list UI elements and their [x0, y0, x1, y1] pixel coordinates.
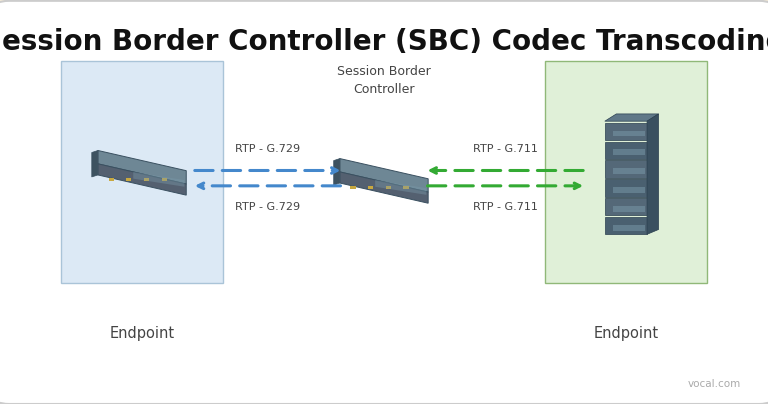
Polygon shape — [350, 186, 356, 189]
Polygon shape — [134, 172, 184, 187]
Polygon shape — [613, 225, 645, 231]
Polygon shape — [339, 172, 428, 203]
Polygon shape — [604, 114, 658, 121]
Text: Session Border Controller (SBC) Codec Transcoding: Session Border Controller (SBC) Codec Tr… — [0, 28, 768, 57]
Polygon shape — [98, 164, 186, 195]
Polygon shape — [604, 160, 647, 178]
Polygon shape — [386, 186, 391, 189]
Polygon shape — [604, 141, 647, 159]
Polygon shape — [144, 178, 149, 181]
Text: Endpoint: Endpoint — [110, 326, 174, 341]
Polygon shape — [126, 178, 131, 181]
Polygon shape — [98, 151, 186, 184]
Text: RTP - G.711: RTP - G.711 — [473, 202, 538, 212]
Polygon shape — [368, 186, 373, 189]
Polygon shape — [333, 158, 339, 185]
FancyBboxPatch shape — [545, 61, 707, 283]
Polygon shape — [647, 114, 658, 234]
Polygon shape — [339, 158, 428, 192]
Polygon shape — [375, 180, 426, 195]
Polygon shape — [108, 178, 114, 181]
Polygon shape — [604, 217, 647, 234]
Polygon shape — [613, 206, 645, 212]
Polygon shape — [613, 130, 645, 136]
Polygon shape — [604, 179, 647, 197]
Polygon shape — [403, 186, 409, 189]
FancyBboxPatch shape — [61, 61, 223, 283]
Text: Session Border
Controller: Session Border Controller — [337, 65, 431, 96]
Polygon shape — [613, 168, 645, 174]
Text: RTP - G.729: RTP - G.729 — [235, 143, 300, 154]
Text: RTP - G.711: RTP - G.711 — [473, 143, 538, 154]
Polygon shape — [613, 187, 645, 193]
Text: RTP - G.729: RTP - G.729 — [235, 202, 300, 212]
Polygon shape — [92, 151, 98, 177]
Polygon shape — [161, 178, 167, 181]
Polygon shape — [613, 149, 645, 155]
Text: Endpoint: Endpoint — [594, 326, 658, 341]
Polygon shape — [604, 198, 647, 215]
Text: vocal.com: vocal.com — [688, 379, 741, 389]
Polygon shape — [604, 123, 647, 140]
